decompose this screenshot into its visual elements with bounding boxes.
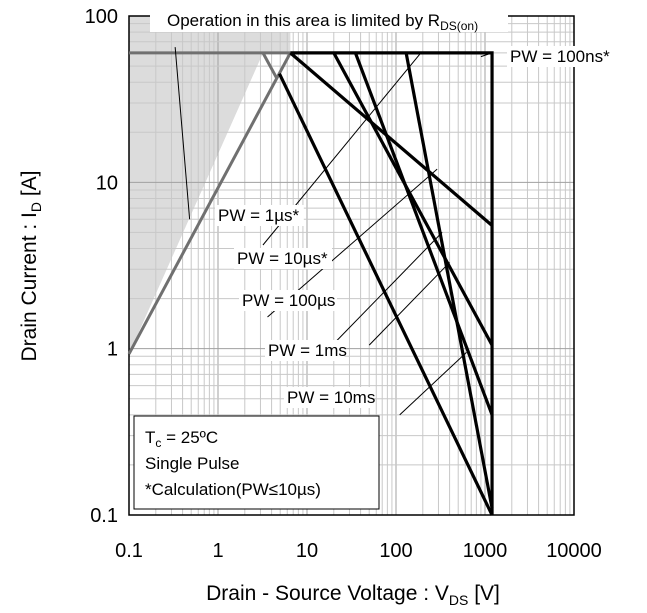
annotation-labels: PW = 100ns* PW = 1µs* PW = 10µs* PW = 100µs…	[215, 46, 615, 408]
annotation-label-bg-4	[265, 340, 345, 361]
annotation-pointer-3	[319, 232, 443, 359]
series-layer	[127, 51, 494, 516]
x-tick-label: 10	[296, 540, 318, 562]
rds-limit-line	[127, 52, 292, 355]
annotation-label-bg-0	[507, 46, 615, 67]
tick-labels: 0.1 1 10 100 1000 10000 0.1 1 10 100	[85, 6, 602, 562]
conditions-box	[133, 415, 380, 510]
x-tick-label: 0.1	[115, 540, 143, 562]
annotation-pointer-0	[480, 52, 493, 58]
series-line-3	[353, 52, 494, 416]
rds-region-label: Operation in this area is limited by RDS…	[167, 11, 478, 33]
x-tick-label: 10000	[546, 540, 602, 562]
annotation-label-0: PW = 100ns*	[510, 47, 610, 66]
y-tick-label: 0.1	[90, 505, 118, 527]
series-line-1	[289, 51, 494, 227]
condition-tc: Tc = 25ºC	[145, 428, 218, 450]
annotation-pointer-5	[399, 352, 467, 416]
series-line-4	[404, 52, 494, 509]
annotation-label-2: PW = 10µs*	[237, 249, 328, 268]
annotation-label-bg-5	[284, 387, 373, 408]
rds-label-background	[150, 6, 508, 32]
annotation-label-bg-2	[234, 248, 332, 269]
condition-calculation: *Calculation(PW≤10µs)	[145, 480, 321, 499]
rds-label-pointer	[174, 47, 191, 220]
annotation-label-3: PW = 100µs	[242, 291, 335, 310]
rds-limit-corner	[261, 52, 279, 80]
y-tick-label: 1	[107, 339, 118, 361]
annotation-label-1: PW = 1µs*	[218, 206, 300, 225]
series-line-5	[277, 72, 494, 516]
x-tick-label: 1	[212, 540, 223, 562]
y-tick-label: 10	[96, 172, 118, 194]
annotation-pointer-4	[368, 262, 450, 346]
series-line-2	[332, 52, 494, 346]
condition-single-pulse: Single Pulse	[145, 454, 240, 473]
annotation-label-4: PW = 1ms	[268, 341, 347, 360]
y-axis-label: Drain Current : ID [A]	[18, 170, 44, 361]
annotation-label-5: PW = 10ms	[287, 388, 375, 407]
x-tick-label: 1000	[463, 540, 508, 562]
annotation-label-bg-1	[215, 205, 304, 226]
x-tick-label: 100	[379, 540, 412, 562]
annotation-label-bg-3	[239, 290, 337, 311]
y-tick-label: 100	[85, 6, 118, 28]
x-axis-label: Drain - Source Voltage : VDS [V]	[206, 582, 500, 608]
